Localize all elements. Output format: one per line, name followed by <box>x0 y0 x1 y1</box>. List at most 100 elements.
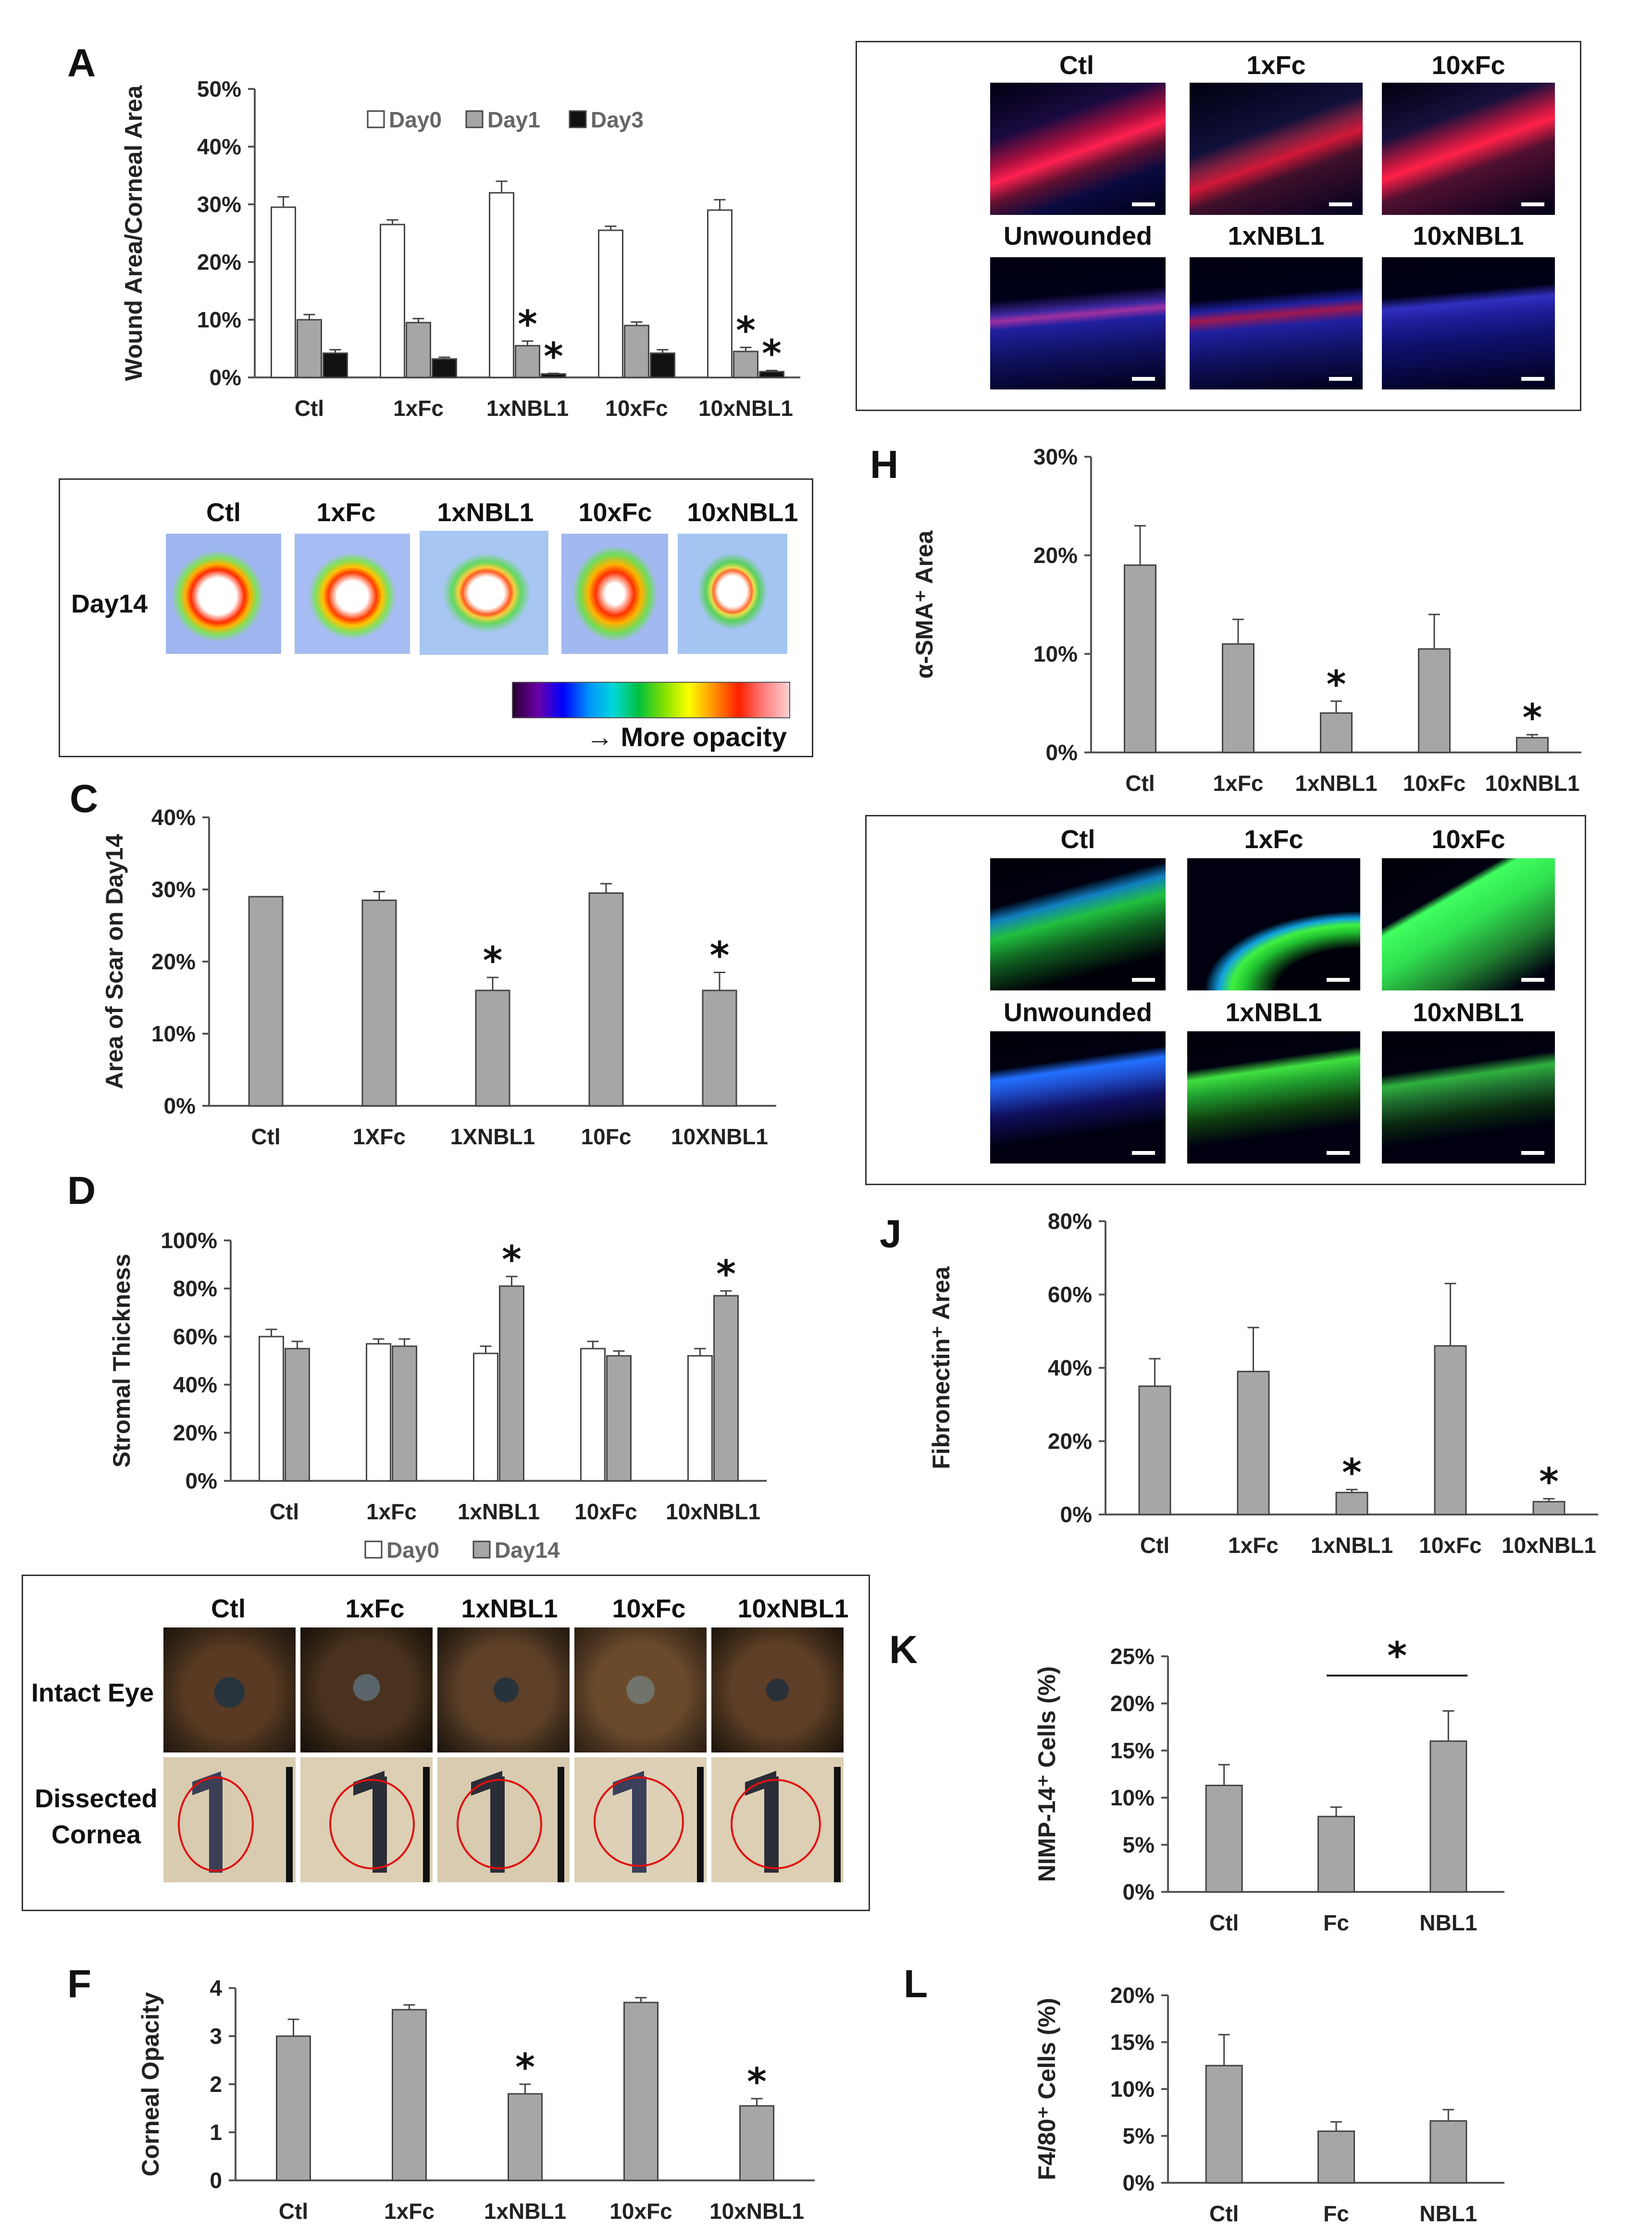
y-tick-label: 10% <box>1110 2077 1155 2102</box>
y-tick-label: 40% <box>173 1372 217 1397</box>
fn-image-1xfc <box>1187 858 1360 990</box>
y-tick-label: 0% <box>1046 740 1078 765</box>
bar-opacity-ctl <box>276 2035 311 2181</box>
x-tick-label: 1xFc <box>1213 771 1264 796</box>
y-tick-label: 0% <box>164 1093 196 1118</box>
x-tick-label: Ctl <box>1140 1533 1169 1558</box>
bar-day0-10xnbl1 <box>707 209 733 378</box>
chart-scar-area: 0% 10% 20% 30% 40% Area of Scar on Day14 Ctl 1X… <box>101 805 776 1149</box>
x-tick-label: 10xNBL1 <box>698 396 793 421</box>
y-tick-label: 2 <box>210 2072 222 2097</box>
bar-day1-1xnbl1 <box>515 345 540 378</box>
panel-i-label-1xnbl1: 1xNBL1 <box>1225 998 1322 1027</box>
y-tick-label: 30% <box>151 877 196 902</box>
x-tick-label: NBL1 <box>1419 1910 1477 1935</box>
x-tick-label: 10xNBL1 <box>709 2199 804 2224</box>
bar-opacity-10xfc <box>623 2002 658 2181</box>
panel-letter-j: J <box>880 1212 902 1256</box>
x-tick-label: Ctl <box>270 1499 299 1524</box>
x-tick-label: Ctl <box>1125 771 1155 796</box>
significance-star: * <box>515 2046 535 2090</box>
x-tick-label: 10xNBL1 <box>1485 771 1580 796</box>
panel-letter-f: F <box>67 1962 92 2006</box>
chart-corneal-opacity: 0 1 2 3 4 Corneal Opacity Ctl 1xFc 1xNBL1 10xFc 10… <box>137 1976 815 2224</box>
legend-label-day3: Day3 <box>591 107 644 132</box>
x-tick-label: 10XNBL1 <box>671 1124 768 1149</box>
significance-star: * <box>483 939 503 983</box>
bar-day14-10xnbl1 <box>713 1295 739 1482</box>
panel-letter-d: D <box>67 1169 96 1213</box>
cornea-photo-ctl <box>163 1757 296 1882</box>
y-tick-label: 80% <box>1048 1209 1092 1234</box>
y-tick-label: 20% <box>173 1420 217 1445</box>
bar-scar-1xnbl1 <box>475 989 510 1107</box>
sma-image-1xfc <box>1190 83 1363 215</box>
bar-day0-10xnbl1 <box>687 1355 713 1482</box>
x-tick-label: 1xFc <box>384 2199 435 2224</box>
red-circle-1xnbl1 <box>457 1779 542 1869</box>
y-tick-label: 20% <box>1110 1983 1155 2008</box>
y-tick-label: 0% <box>1060 1502 1092 1527</box>
bar-day0-1xfc <box>380 224 405 378</box>
legend-label-day0: Day0 <box>389 107 442 132</box>
bar-f480-nbl1 <box>1429 2120 1467 2184</box>
cornea-photo-10xfc <box>574 1757 707 1882</box>
bar-scar-10fc <box>588 892 624 1107</box>
panel-g-label-1xfc: 1xFc <box>1246 51 1306 80</box>
significance-star: * <box>710 935 730 978</box>
bar-nimp14-ctl <box>1205 1785 1243 1893</box>
panel-i-label-1xfc: 1xFc <box>1244 825 1304 854</box>
y-tick-label: 80% <box>173 1276 217 1301</box>
bar-asma-ctl <box>1124 564 1156 753</box>
eye-photo-10xnbl1 <box>711 1627 844 1752</box>
panel-b-col-10xnbl1: 10xNBL1 <box>687 498 798 527</box>
legend-label-day14: Day14 <box>495 1538 560 1563</box>
x-tick-label: 1xFc <box>366 1499 417 1524</box>
y-tick-label: 0% <box>1123 1879 1155 1904</box>
fn-image-10xnbl1 <box>1382 1031 1555 1164</box>
cornea-photo-10xnbl1 <box>711 1757 844 1882</box>
eye-photo-1xnbl1 <box>437 1627 570 1752</box>
y-axis-label: Wound Area/Corneal Area <box>120 85 147 381</box>
fn-image-1xnbl1 <box>1187 1031 1360 1164</box>
bar-nimp14-nbl1 <box>1429 1740 1467 1893</box>
x-tick-label: 10xFc <box>1403 771 1466 796</box>
bar-nimp14-fc <box>1317 1815 1355 1893</box>
significance-star: * <box>1387 1635 1407 1678</box>
panel-g-label-unwounded: Unwounded <box>1004 222 1152 250</box>
panel-i-label-10xnbl1: 10xNBL1 <box>1413 998 1524 1027</box>
bar-opacity-10xnbl1 <box>739 2105 774 2181</box>
bar-scar-10xnbl1 <box>702 989 737 1107</box>
eye-photo-ctl <box>163 1627 296 1752</box>
x-tick-label: 1XNBL1 <box>450 1124 535 1149</box>
panel-e-row-dissected: Dissected <box>35 1784 158 1813</box>
panel-i-label-unwounded: Unwounded <box>1004 998 1152 1027</box>
sma-image-ctl <box>990 83 1166 215</box>
x-tick-label: 1xFc <box>1228 1533 1279 1558</box>
y-tick-label: 60% <box>173 1324 217 1349</box>
bar-day3-ctl <box>323 352 348 378</box>
x-tick-label: NBL1 <box>1419 2201 1477 2226</box>
chart-stromal-thickness: 0% 20% 40% 60% 80% 100% Stromal Thickness Ctl 1x… <box>108 1228 767 1563</box>
bar-day14-1xfc <box>392 1345 417 1482</box>
panel-b-col-10xfc: 10xFc <box>578 498 652 527</box>
panel-b-col-ctl: Ctl <box>206 498 241 527</box>
panel-g-label-1xnbl1: 1xNBL1 <box>1228 222 1325 250</box>
y-tick-label: 60% <box>1048 1282 1092 1307</box>
bar-day1-ctl <box>297 319 322 378</box>
chart-asma-area: 0% 10% 20% 30% α-SMA⁺ Area Ctl 1xFc 1xNBL1 10xFc… <box>911 444 1581 796</box>
panel-i-label-ctl: Ctl <box>1060 825 1095 854</box>
y-tick-label: 0% <box>1123 2170 1155 2195</box>
bar-opacity-1xfc <box>392 2009 427 2181</box>
y-tick-label: 10% <box>197 307 241 332</box>
panel-e-col-ctl: Ctl <box>211 1594 246 1623</box>
y-tick-label: 30% <box>197 192 241 217</box>
y-tick-label: 5% <box>1123 2124 1155 2149</box>
legend-swatch-day14 <box>472 1540 491 1559</box>
bar-day1-1xfc <box>406 322 431 378</box>
significance-star: * <box>544 336 563 379</box>
y-tick-label: 25% <box>1110 1644 1155 1669</box>
significance-star: * <box>1523 697 1542 740</box>
x-tick-label: 10xNBL1 <box>1502 1533 1596 1558</box>
